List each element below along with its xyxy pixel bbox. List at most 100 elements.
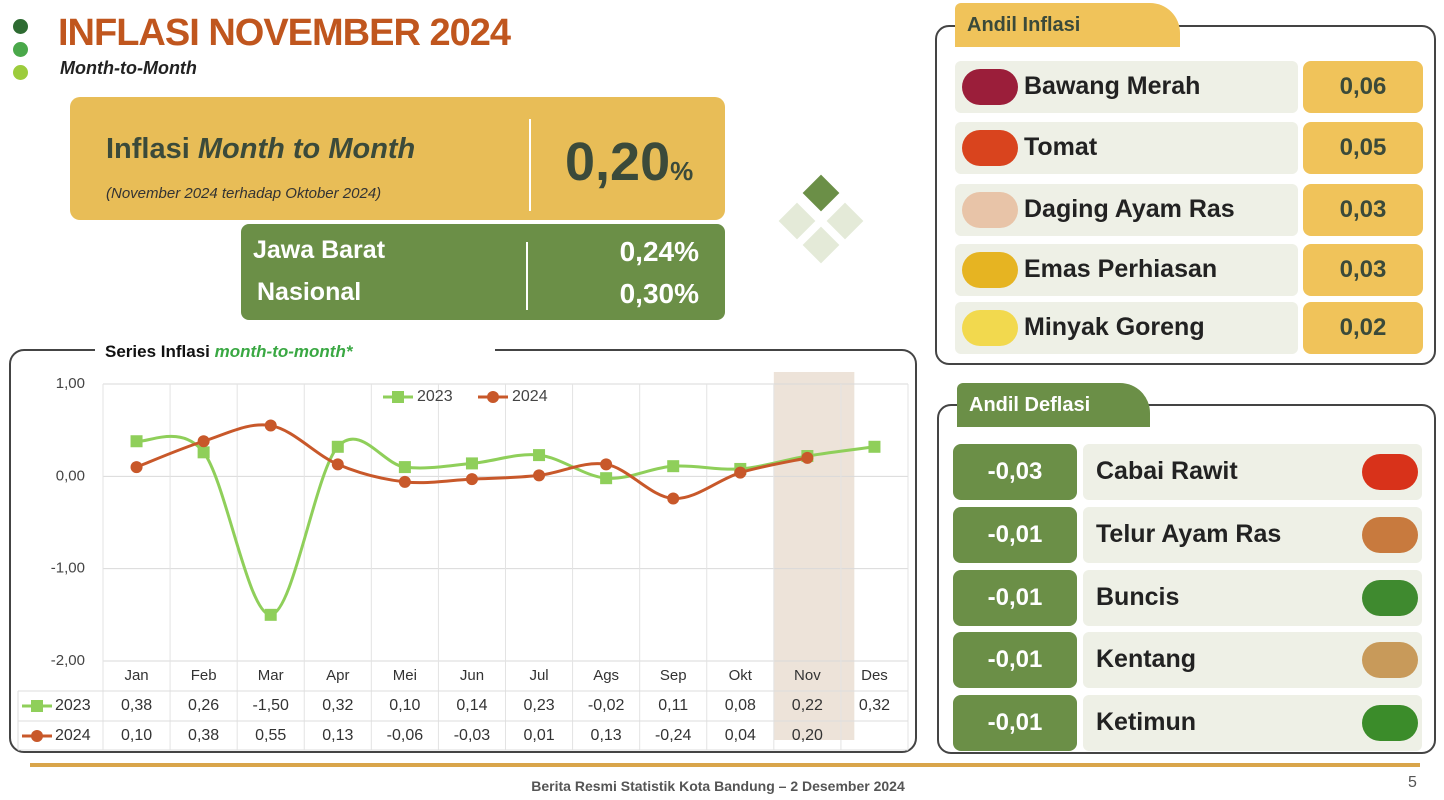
- x-tick-label: Nov: [794, 667, 821, 684]
- table-series-name: 2023: [55, 697, 91, 714]
- item-name: Emas Perhiasan: [1024, 255, 1218, 283]
- point: [130, 435, 143, 448]
- point: [331, 440, 344, 453]
- bullet: [13, 19, 28, 34]
- y-tick-label: 0,00: [56, 467, 85, 484]
- item-name: Kentang: [1096, 645, 1196, 673]
- data-label: 0,10: [389, 697, 420, 714]
- x-tick-label: Okt: [729, 667, 753, 684]
- table-legend-marker: [31, 700, 43, 712]
- point: [331, 458, 344, 471]
- point: [868, 440, 881, 453]
- title: INFLASI NOVEMBER 2024: [58, 12, 511, 54]
- data-label: 0,20: [792, 727, 823, 744]
- item-icon: [1362, 580, 1418, 616]
- data-label: 0,38: [188, 727, 219, 744]
- chart-title-emphasis: month-to-month*: [215, 342, 354, 361]
- data-label: -0,06: [387, 727, 424, 744]
- point: [197, 446, 210, 459]
- item-value: 0,05: [1303, 122, 1423, 174]
- item-icon: [962, 192, 1018, 228]
- highlight: [773, 372, 855, 740]
- legend-marker: [487, 391, 499, 403]
- x-tick-label: Mei: [393, 667, 417, 684]
- data-label: 0,01: [523, 727, 554, 744]
- item-name: Tomat: [1024, 133, 1098, 161]
- footer-text: Berita Resmi Statistik Kota Bandung – 2 …: [531, 778, 905, 794]
- y-tick-label: -2,00: [51, 652, 85, 669]
- item-name: Buncis: [1096, 583, 1180, 611]
- data-label: -0,02: [588, 697, 625, 714]
- data-label: -1,50: [252, 697, 289, 714]
- legend-label: 2023: [417, 388, 453, 405]
- data-label: 0,10: [121, 727, 152, 744]
- point: [667, 492, 680, 505]
- page-number: 5: [1408, 774, 1417, 791]
- panel-title: Andil Deflasi: [957, 383, 1150, 427]
- item-value: -0,01: [953, 695, 1077, 751]
- item-icon: [1362, 517, 1418, 553]
- x-tick-label: Jul: [529, 667, 548, 684]
- legend-label: 2024: [512, 388, 548, 405]
- point: [197, 435, 210, 448]
- data-label: 0,13: [591, 727, 622, 744]
- mtm-label-text: Inflasi: [106, 133, 190, 165]
- region-value: 0,30%: [619, 278, 699, 309]
- item-value: 0,03: [1303, 244, 1423, 296]
- item-value: -0,03: [953, 444, 1077, 500]
- item-name: Ketimun: [1096, 708, 1196, 736]
- point: [600, 472, 613, 485]
- mtm-label-emphasis: Month to Month: [197, 133, 416, 165]
- regions-box: Jawa Barat 0,24% Nasional 0,30%: [241, 224, 725, 320]
- panel-title: Andil Inflasi: [955, 3, 1180, 47]
- item-icon: [1362, 642, 1418, 678]
- item-value: 0,06: [1303, 61, 1423, 113]
- point: [533, 469, 546, 482]
- point: [130, 461, 143, 474]
- point: [600, 458, 613, 471]
- x-tick-label: Mar: [258, 667, 284, 684]
- point: [533, 449, 546, 462]
- divider: [529, 119, 531, 211]
- item-icon: [1362, 705, 1418, 741]
- point: [465, 457, 478, 470]
- point: [734, 466, 747, 479]
- item-name: Cabai Rawit: [1096, 457, 1238, 485]
- item-name: Bawang Merah: [1024, 72, 1201, 100]
- region-name: Jawa Barat: [253, 236, 386, 264]
- item-value: -0,01: [953, 507, 1077, 563]
- y-tick-label: -1,00: [51, 560, 85, 577]
- x-tick-label: Feb: [191, 667, 217, 684]
- point: [264, 419, 277, 432]
- chart: Series Inflasi month-to-month* -2,00 -1,00…: [9, 340, 917, 753]
- item-name: Telur Ayam Ras: [1096, 520, 1282, 548]
- region-name: Nasional: [257, 278, 362, 306]
- data-label: 0,14: [456, 697, 487, 714]
- item-value: -0,01: [953, 632, 1077, 688]
- item-value: -0,01: [953, 570, 1077, 626]
- data-label: 0,26: [188, 697, 219, 714]
- item-name: Daging Ayam Ras: [1024, 195, 1235, 223]
- mtm-unit: %: [670, 156, 694, 186]
- item-icon: [962, 130, 1018, 166]
- data-label: 0,13: [322, 727, 353, 744]
- x-tick-label: Jan: [124, 667, 148, 684]
- item-icon: [962, 252, 1018, 288]
- x-tick-label: Des: [861, 667, 888, 684]
- mtm-label: Inflasi Month to Month: [106, 133, 415, 166]
- mtm-note: (November 2024 terhadap Oktober 2024): [106, 185, 382, 202]
- subtitle: Month-to-Month: [60, 58, 197, 78]
- x-tick-label: Sep: [660, 667, 687, 684]
- mtm-value: 0,20%: [565, 131, 693, 193]
- mtm-box: Inflasi Month to Month (November 2024 te…: [70, 97, 725, 220]
- table-legend-marker: [31, 730, 43, 742]
- data-label: 0,38: [121, 697, 152, 714]
- bullet: [13, 42, 28, 57]
- data-label: 0,11: [658, 697, 688, 714]
- data-label: 0,32: [859, 697, 890, 714]
- item-icon: [962, 310, 1018, 346]
- mtm-value-number: 0,20: [565, 132, 671, 192]
- footer-line: [30, 763, 1420, 767]
- divider: [526, 242, 528, 310]
